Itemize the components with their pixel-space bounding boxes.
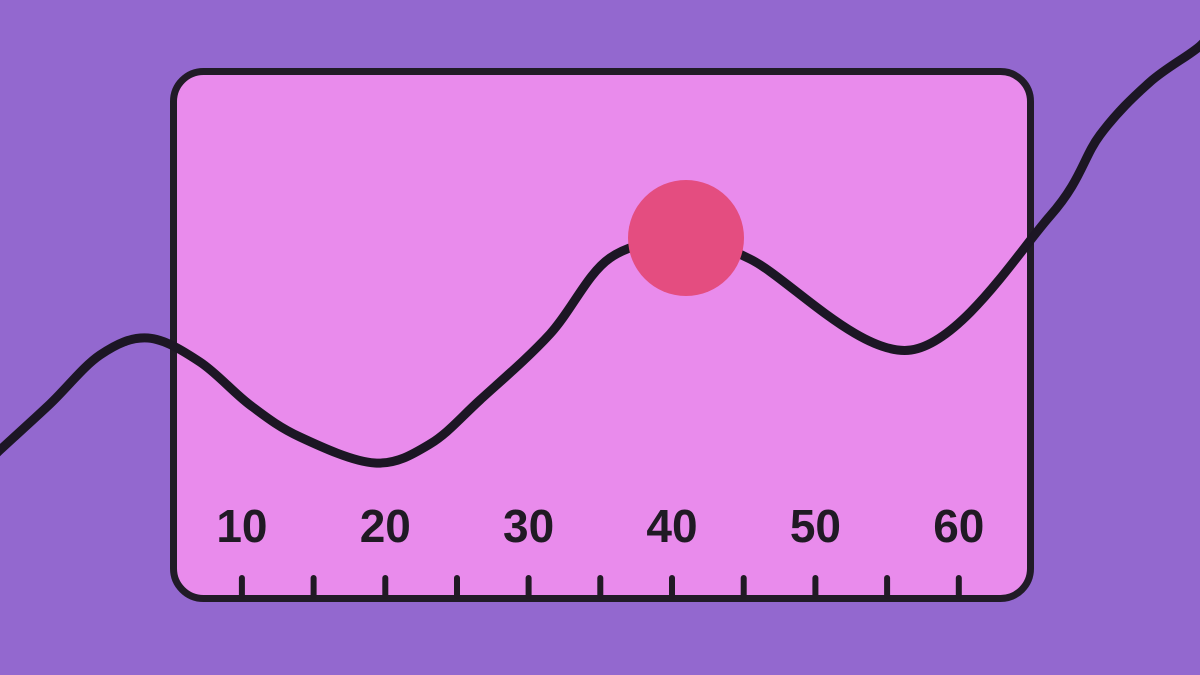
svg-text:60: 60 [933,500,984,552]
svg-text:30: 30 [503,500,554,552]
svg-text:10: 10 [216,500,267,552]
svg-text:20: 20 [360,500,411,552]
svg-text:40: 40 [646,500,697,552]
svg-text:50: 50 [790,500,841,552]
